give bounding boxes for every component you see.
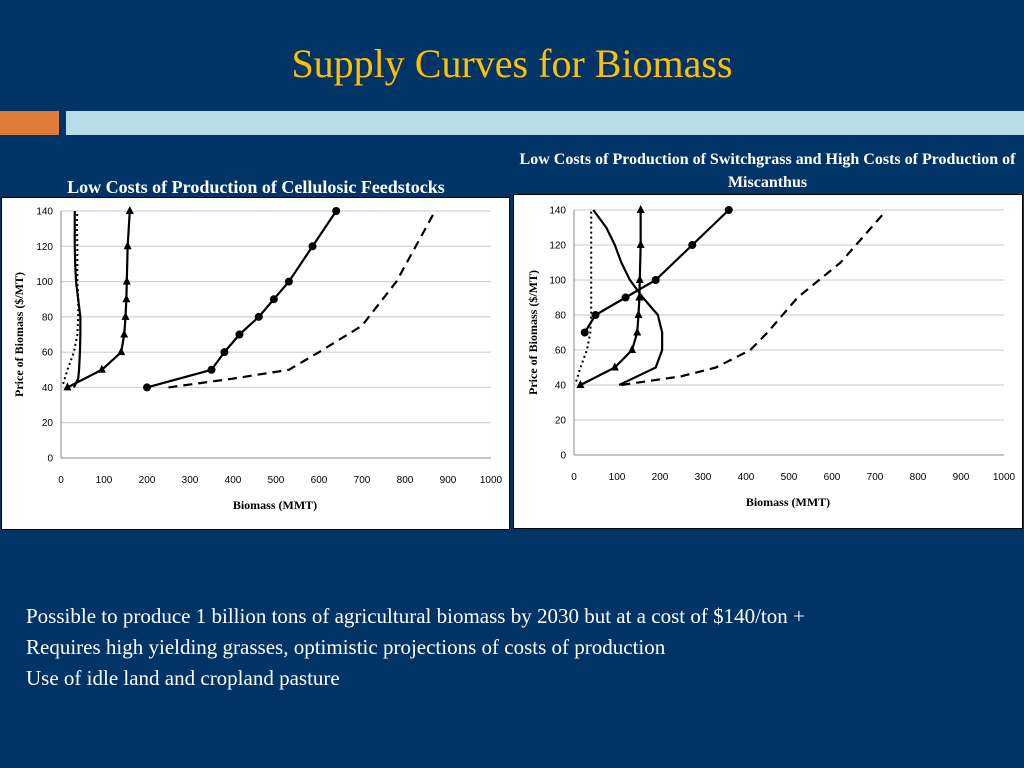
x-tick-label: 800	[397, 475, 414, 486]
data-point-triangle	[120, 329, 129, 338]
data-point-triangle	[122, 276, 131, 285]
data-point-circle	[143, 383, 151, 392]
x-tick-label: 400	[225, 475, 242, 486]
x-tick-label: 200	[139, 475, 156, 486]
data-point-triangle	[122, 294, 131, 303]
data-point-circle	[269, 295, 278, 304]
x-tick-label: 900	[953, 472, 970, 483]
data-point-triangle	[610, 362, 619, 371]
y-tick-label: 100	[549, 276, 566, 287]
x-tick-label: 1000	[480, 475, 503, 486]
x-tick-label: 300	[695, 472, 712, 483]
x-tick-label: 500	[268, 475, 285, 486]
x-axis-label: Biomass (MMT)	[746, 495, 830, 509]
data-point-triangle	[117, 347, 126, 356]
data-point-triangle	[97, 364, 106, 373]
data-point-triangle	[576, 380, 585, 388]
data-point-triangle	[63, 382, 72, 391]
chart-title-left: Low Costs of Production of Cellulosic Fe…	[67, 177, 445, 197]
data-point-circle	[591, 311, 600, 319]
data-point-triangle	[635, 292, 644, 301]
data-point-circle	[332, 207, 341, 215]
x-tick-label: 600	[311, 475, 328, 486]
data-point-circle	[621, 293, 630, 302]
data-point-circle	[220, 348, 229, 357]
y-tick-label: 140	[36, 207, 53, 218]
y-tick-label: 80	[42, 312, 54, 323]
y-tick-label: 140	[549, 206, 566, 217]
x-tick-label: 0	[58, 475, 64, 486]
chart-right-svg: 0 20 40 60 80 100 120 140 0 100 200 300 400 500 600 700…	[526, 205, 1016, 509]
data-point-triangle	[628, 345, 637, 353]
data-point-triangle	[633, 327, 642, 336]
chart-panel-right: 0 20 40 60 80 100 120 140 0 100 200 300 400 500 600 700…	[513, 194, 1023, 529]
data-point-circle	[235, 330, 244, 339]
bullet-item: Use of idle land and cropland pasture	[26, 666, 340, 690]
chart-title-right: Low Costs of Production of Switchgrass a…	[519, 151, 1016, 191]
data-point-circle	[688, 241, 697, 249]
y-axis-label: Price of Biomass ($/MT)	[526, 270, 540, 395]
bullet-item: Possible to produce 1 billion tons of ag…	[26, 604, 805, 628]
x-tick-label: 900	[440, 475, 457, 486]
y-tick-label: 60	[42, 348, 54, 359]
data-point-triangle	[636, 205, 645, 213]
bullet-item: Requires high yielding grasses, optimist…	[26, 635, 666, 659]
accent-bar-left	[0, 111, 59, 135]
data-point-circle	[651, 276, 660, 284]
series-line-4	[146, 210, 338, 389]
x-axis-label: Biomass (MMT)	[233, 498, 317, 512]
series-line-5	[621, 212, 885, 387]
data-point-circle	[580, 328, 589, 337]
data-point-circle	[254, 312, 263, 321]
y-tick-label: 40	[555, 381, 567, 392]
y-tick-label: 20	[42, 418, 54, 429]
data-point-triangle	[121, 311, 130, 320]
series-line-2	[592, 209, 664, 386]
chart-left-svg: 0 20 40 60 80 100 120 140 0 100 200 300 400 500 600 700…	[12, 206, 503, 512]
y-tick-label: 60	[555, 346, 567, 357]
y-tick-label: 20	[555, 416, 567, 427]
data-point-triangle	[123, 241, 132, 250]
data-point-circle	[284, 277, 293, 286]
bullet-list: Possible to produce 1 billion tons of ag…	[26, 601, 1016, 694]
data-point-triangle	[125, 206, 134, 214]
x-tick-label: 800	[910, 472, 927, 483]
y-tick-label: 0	[560, 451, 566, 462]
y-tick-label: 120	[549, 241, 566, 252]
x-tick-label: 400	[738, 472, 755, 483]
y-tick-label: 80	[555, 311, 567, 322]
y-tick-label: 100	[36, 277, 53, 288]
x-tick-label: 700	[867, 472, 884, 483]
series-line-2	[72, 211, 82, 388]
x-tick-label: 0	[571, 472, 577, 483]
data-point-triangle	[636, 240, 645, 248]
data-point-triangle	[635, 275, 644, 283]
series-line-1	[62, 210, 80, 385]
y-tick-label: 40	[42, 383, 54, 394]
x-tick-label: 600	[824, 472, 841, 483]
x-tick-label: 200	[652, 472, 669, 483]
series-line-3	[66, 210, 131, 389]
series-line-1	[575, 210, 593, 382]
y-tick-label: 0	[47, 454, 53, 465]
x-tick-label: 100	[96, 475, 113, 486]
accent-bar-right	[66, 111, 1024, 135]
slide-title: Supply Curves for Biomass	[291, 41, 733, 86]
x-tick-label: 300	[182, 475, 199, 486]
y-axis-label: Price of Biomass ($/MT)	[12, 272, 26, 397]
y-tick-label: 120	[36, 242, 53, 253]
data-point-circle	[724, 206, 733, 214]
x-tick-label: 1000	[993, 472, 1016, 483]
x-tick-label: 500	[781, 472, 798, 483]
data-point-triangle	[634, 310, 643, 318]
data-point-circle	[207, 365, 216, 374]
series-line-5	[168, 210, 437, 389]
data-point-circle	[308, 242, 317, 251]
chart-panel-left: 0 20 40 60 80 100 120 140 0 100 200 300 400 500 600 700…	[1, 197, 510, 530]
x-tick-label: 100	[609, 472, 626, 483]
x-tick-label: 700	[354, 475, 371, 486]
